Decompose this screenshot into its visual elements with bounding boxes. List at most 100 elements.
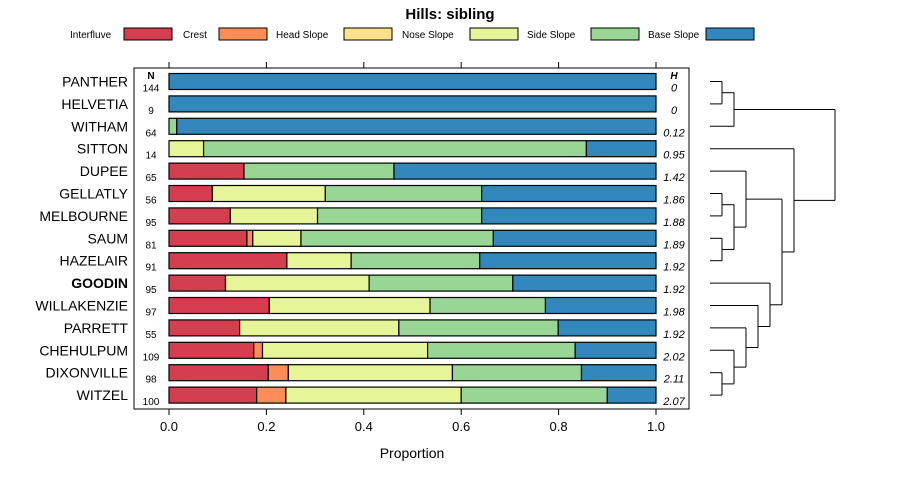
legend-label-crest: Crest (183, 30, 207, 41)
legend-swatch-crest (218, 27, 268, 41)
bar-willakenzie-interfluve (168, 296, 270, 315)
row-label-sitton: SITTON (77, 141, 128, 157)
legend-label-interfluve: Interfluve (70, 30, 112, 41)
n-value-witham: 64 (145, 128, 157, 139)
x-tick-label-1: 0.2 (257, 419, 275, 434)
bar-dixonville-interfluve (168, 364, 269, 382)
h-value-parrett: 1.92 (663, 329, 684, 341)
row-label-panther: PANTHER (62, 74, 128, 90)
bar-panther-base-slope (168, 72, 657, 91)
bars-group: PANTHER 144 0 HELVETIA 9 0 WITHAM 64 0.12 SITTON 1… (35, 72, 686, 408)
bar-sitton-side-slope (202, 140, 587, 158)
bar-willakenzie-nose-slope (268, 296, 431, 315)
bar-goodin-base-slope (512, 274, 657, 292)
bar-parrett-nose-slope (239, 319, 400, 337)
bar-parrett-interfluve (168, 319, 241, 337)
n-value-dupee: 65 (145, 173, 157, 184)
x-tick-label-3: 0.6 (452, 419, 470, 434)
h-value-helvetia: 0 (671, 105, 678, 117)
row-label-witham: WITHAM (71, 118, 128, 134)
h-value-dixonville: 2.11 (663, 374, 685, 386)
n-value-panther: 144 (143, 84, 160, 95)
bar-witzel-crest (256, 386, 287, 404)
n-value-chehulpum: 109 (143, 352, 160, 363)
bar-helvetia-base-slope (168, 95, 657, 113)
bar-saum-nose-slope (252, 229, 302, 247)
bar-witzel-base-slope (606, 386, 657, 404)
bar-witham-base-slope (176, 117, 657, 135)
legend-swatch-side-slope (590, 27, 640, 41)
bar-chehulpum-interfluve (168, 341, 255, 359)
row-label-helvetia: HELVETIA (61, 96, 128, 112)
h-value-gellatly: 1.86 (663, 195, 685, 207)
row-label-saum: SAUM (88, 230, 128, 246)
bar-gellatly-nose-slope (211, 184, 326, 203)
x-tick-label-0: 0.0 (160, 419, 178, 434)
n-value-dixonville: 98 (145, 375, 157, 386)
x-tick-label-5: 1.0 (647, 419, 665, 434)
legend-label-base-slope: Base Slope (648, 30, 700, 41)
row-label-parrett: PARRETT (64, 320, 129, 336)
bar-hazelair-side-slope (350, 252, 481, 270)
bar-goodin-interfluve (168, 274, 227, 292)
x-tick-label-2: 0.4 (355, 419, 373, 434)
row-label-goodin: GOODIN (71, 275, 128, 291)
n-value-willakenzie: 97 (145, 308, 157, 319)
n-column-header: N (147, 71, 154, 82)
bar-dixonville-base-slope (580, 364, 657, 382)
bar-hazelair-interfluve (168, 252, 288, 270)
bar-parrett-base-slope (557, 319, 657, 337)
legend-swatch-interfluve (123, 27, 173, 41)
h-value-goodin: 1.92 (663, 284, 684, 296)
bar-willakenzie-side-slope (429, 296, 547, 315)
bar-dixonville-side-slope (451, 364, 583, 382)
bar-gellatly-base-slope (481, 184, 657, 203)
bar-dupee-interfluve (168, 162, 245, 180)
x-axis-label: Proportion (380, 445, 445, 461)
n-value-witzel: 100 (143, 397, 160, 408)
bar-sitton-nose-slope (168, 140, 205, 158)
bar-witzel-interfluve (168, 386, 258, 404)
n-value-goodin: 95 (145, 285, 157, 296)
bar-witzel-side-slope (460, 386, 608, 404)
n-value-hazelair: 91 (145, 263, 157, 274)
h-value-witham: 0.12 (663, 127, 684, 139)
bar-dupee-side-slope (243, 162, 395, 180)
bar-witzel-nose-slope (285, 386, 462, 404)
plot-frame (133, 67, 690, 410)
bar-saum-base-slope (492, 229, 657, 247)
row-label-gellatly: GELLATLY (59, 186, 128, 202)
x-tick-label-4: 0.8 (550, 419, 568, 434)
row-label-chehulpum: CHEHULPUM (39, 342, 128, 358)
h-value-panther: 0 (671, 83, 678, 95)
row-label-dixonville: DIXONVILLE (46, 365, 128, 381)
bar-melbourne-base-slope (481, 207, 657, 225)
bar-willakenzie-base-slope (544, 296, 657, 315)
row-label-dupee: DUPEE (80, 163, 128, 179)
n-value-parrett: 55 (145, 330, 157, 341)
h-value-chehulpum: 2.02 (662, 351, 684, 363)
h-value-sitton: 0.95 (663, 150, 685, 162)
bar-dixonville-crest (267, 364, 289, 382)
n-value-saum: 81 (145, 240, 157, 251)
row-label-witzel: WITZEL (77, 387, 129, 403)
bar-saum-side-slope (300, 229, 494, 247)
x-axis: 0.0 0.2 0.4 0.6 0.8 1.0 (160, 62, 665, 434)
bar-gellatly-side-slope (324, 184, 483, 203)
h-value-saum: 1.89 (663, 239, 684, 251)
bar-gellatly-interfluve (168, 184, 213, 203)
bar-saum-crest (246, 229, 254, 247)
bar-parrett-side-slope (398, 319, 559, 337)
legend-label-head-slope: Head Slope (276, 30, 329, 41)
bar-chehulpum-side-slope (426, 341, 576, 359)
n-value-gellatly: 56 (145, 196, 157, 207)
row-label-hazelair: HAZELAIR (60, 253, 128, 269)
h-value-melbourne: 1.88 (663, 217, 685, 229)
legend-swatch-head-slope (343, 27, 393, 41)
bar-witham-side-slope (168, 117, 178, 135)
bar-dixonville-nose-slope (287, 364, 454, 382)
bar-chehulpum-base-slope (574, 341, 657, 359)
bar-dupee-base-slope (393, 162, 657, 180)
h-value-hazelair: 1.92 (663, 262, 684, 274)
